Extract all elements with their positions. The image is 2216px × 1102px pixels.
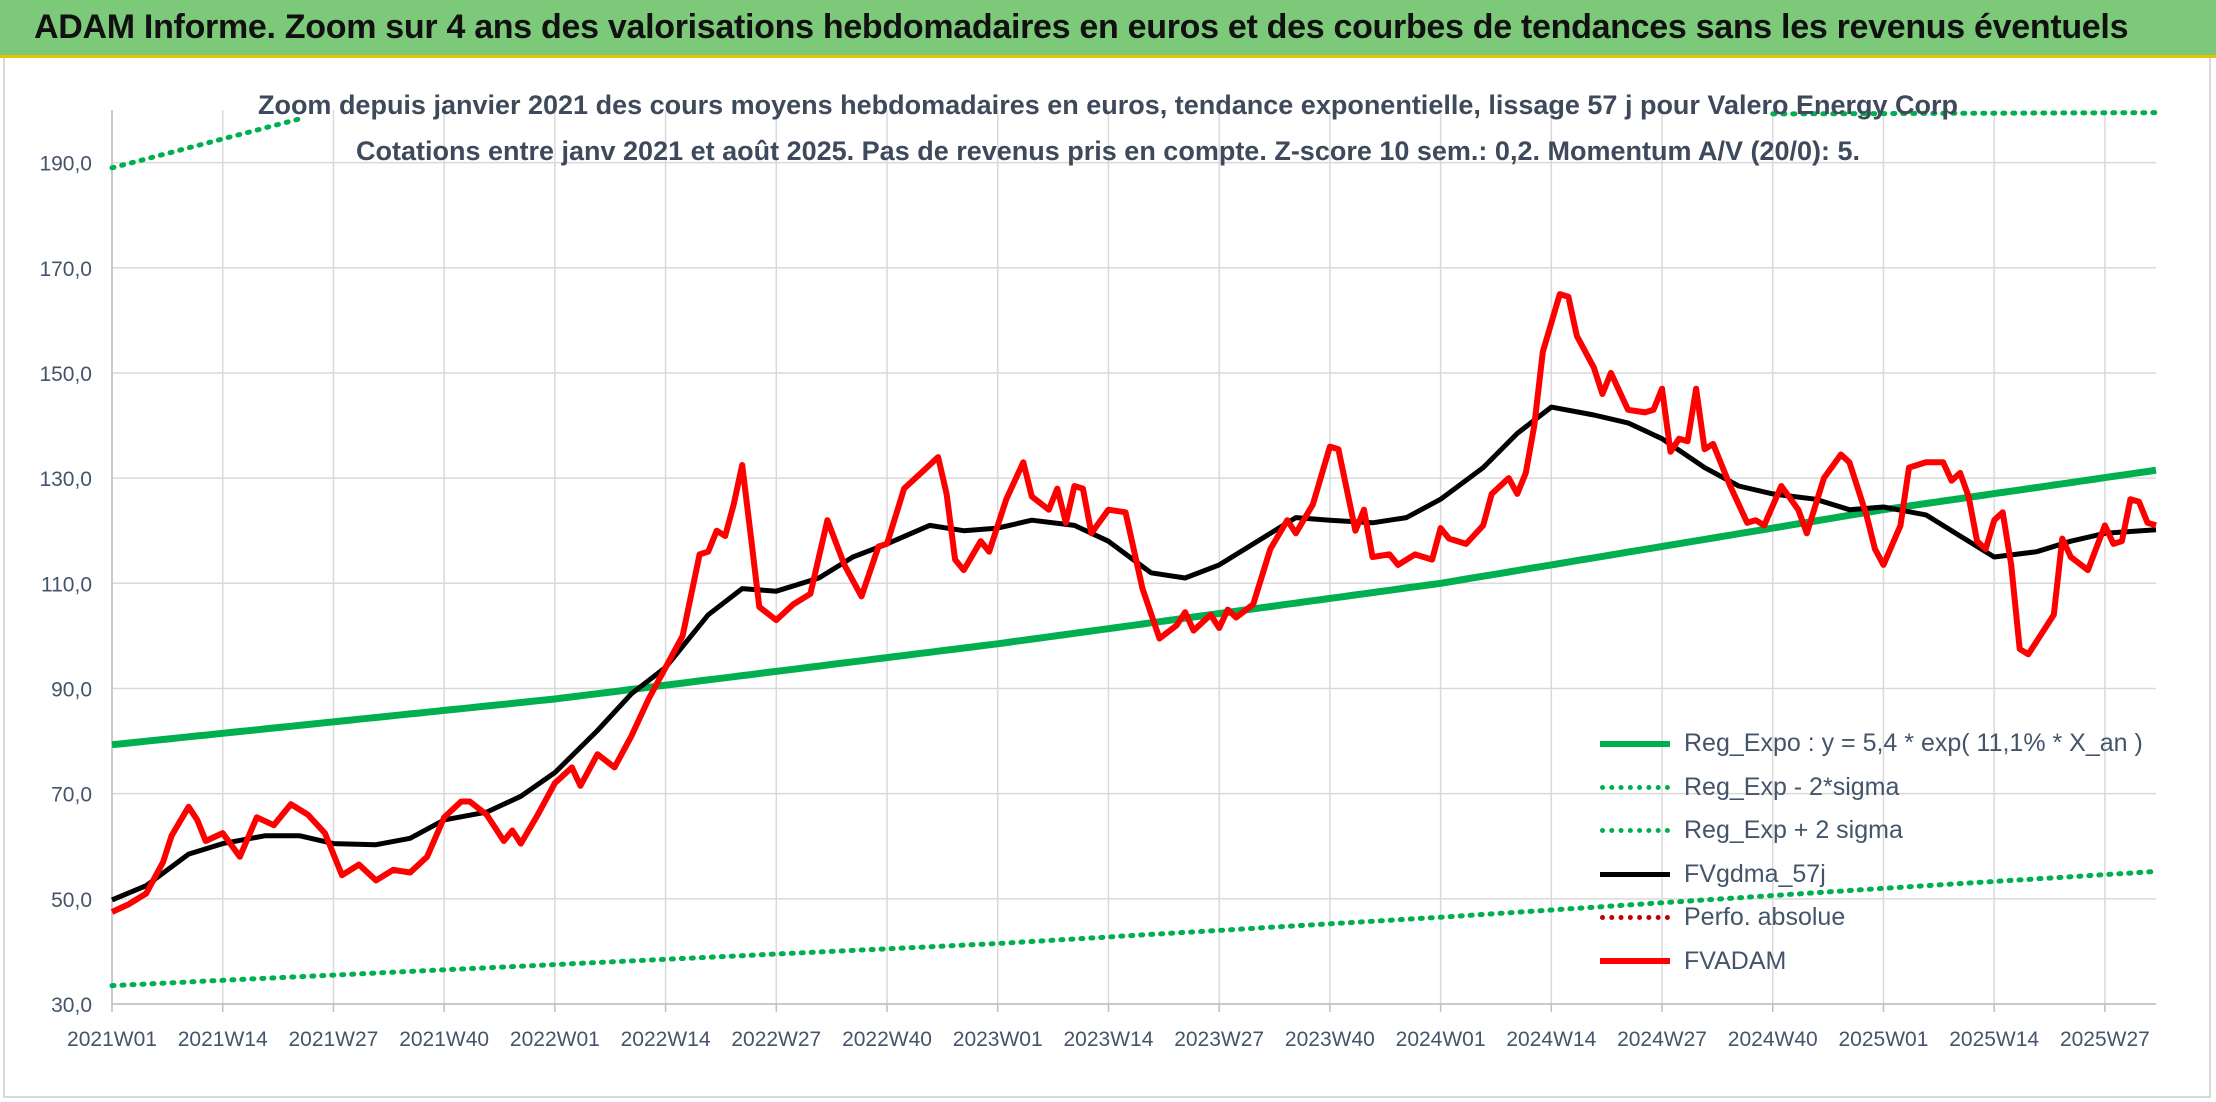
legend-label: FVgdma_57j — [1684, 859, 1826, 888]
x-tick-label: 2025W01 — [1839, 1028, 1929, 1051]
x-tick-label: 2024W14 — [1506, 1028, 1596, 1051]
legend-label: FVADAM — [1684, 946, 1787, 975]
x-tick-label: 2023W14 — [1063, 1028, 1153, 1051]
x-tick-label: 2024W01 — [1396, 1028, 1486, 1051]
y-tick-label: 190,0 — [39, 153, 92, 176]
series-reg-exp-plus-line — [109, 116, 302, 171]
x-tick-label: 2021W14 — [178, 1028, 268, 1051]
chart-frame — [3, 58, 2211, 1098]
x-tick-label: 2024W27 — [1617, 1028, 1707, 1051]
x-tick-label: 2022W40 — [842, 1028, 932, 1051]
series-reg-exp-plus-line — [1770, 110, 2159, 117]
x-tick-label: 2021W27 — [288, 1028, 378, 1051]
x-tick-label: 2022W27 — [731, 1028, 821, 1051]
y-tick-label: 110,0 — [41, 573, 92, 596]
legend-swatch-solid-red — [1600, 958, 1670, 965]
x-tick-label: 2021W01 — [67, 1028, 157, 1051]
y-tick-label: 90,0 — [51, 678, 92, 701]
legend-item-reg-exp-plus: Reg_Exp + 2 sigma — [1600, 809, 2143, 853]
legend-item-reg-expo: Reg_Expo : y = 5,4 * exp( 11,1% * X_an ) — [1600, 722, 2143, 766]
legend-swatch-solid-green — [1600, 740, 1670, 747]
legend-item-perfo: Perfo. absolue — [1600, 896, 2143, 940]
chart-title: Zoom depuis janvier 2021 des cours moyen… — [257, 90, 1959, 120]
y-tick-label: 170,0 — [39, 258, 92, 281]
chart-legend: Reg_Expo : y = 5,4 * exp( 11,1% * X_an )… — [1600, 722, 2143, 983]
legend-label: Reg_Expo : y = 5,4 * exp( 11,1% * X_an ) — [1684, 729, 2143, 758]
legend-item-fvadam: FVADAM — [1600, 940, 2143, 984]
x-tick-label: 2021W40 — [399, 1028, 489, 1051]
y-tick-label: 70,0 — [51, 784, 92, 807]
legend-label: Reg_Exp - 2*sigma — [1684, 772, 1900, 801]
y-tick-label: 130,0 — [39, 468, 92, 491]
chart-subtitle: Cotations entre janv 2021 et août 2025. … — [355, 136, 1861, 166]
x-tick-label: 2024W40 — [1728, 1028, 1818, 1051]
legend-swatch-solid-black — [1600, 871, 1670, 877]
x-tick-label: 2025W14 — [1949, 1028, 2039, 1051]
y-tick-label: 150,0 — [39, 363, 92, 386]
x-tick-label: 2023W27 — [1174, 1028, 1264, 1051]
legend-swatch-dotted-green — [1600, 784, 1670, 790]
x-tick-label: 2023W01 — [953, 1028, 1043, 1051]
legend-label: Perfo. absolue — [1684, 903, 1846, 932]
series-fvadam-line — [110, 291, 2157, 915]
x-tick-label: 2022W01 — [510, 1028, 600, 1051]
series-reg-exp-minus-line — [109, 869, 2159, 989]
legend-item-fvgdma: FVgdma_57j — [1600, 853, 2143, 897]
legend-swatch-dotted-green — [1600, 828, 1670, 834]
series-fvgdma-line — [111, 404, 2157, 903]
x-tick-label: 2022W14 — [621, 1028, 711, 1051]
banner-title: ADAM Informe. Zoom sur 4 ans des valoris… — [34, 8, 2129, 46]
series-reg-expo-line — [111, 466, 2157, 749]
header-banner: ADAM Informe. Zoom sur 4 ans des valoris… — [0, 0, 2216, 58]
legend-swatch-dotted-red — [1600, 915, 1670, 921]
x-tick-label: 2023W40 — [1285, 1028, 1375, 1051]
legend-label: Reg_Exp + 2 sigma — [1684, 816, 1903, 845]
x-tick-label: 2025W27 — [2060, 1028, 2150, 1051]
y-tick-label: 30,0 — [51, 994, 92, 1017]
y-tick-label: 50,0 — [51, 889, 92, 912]
legend-item-reg-exp-minus: Reg_Exp - 2*sigma — [1600, 766, 2143, 810]
